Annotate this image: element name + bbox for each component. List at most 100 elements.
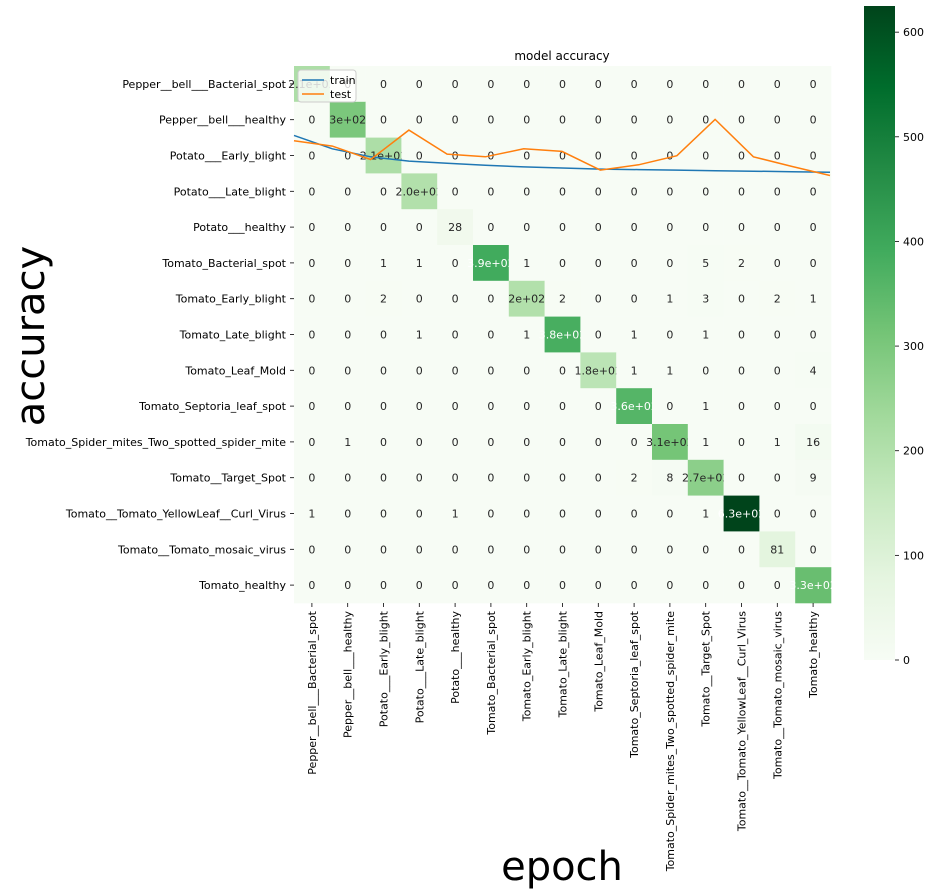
y-tick-label: Tomato_Late_blight <box>179 329 287 342</box>
heatmap-cell <box>759 209 796 246</box>
heatmap-cell <box>294 495 331 532</box>
heatmap-cell <box>795 245 832 282</box>
heatmap-cell-value: 0 <box>416 579 423 592</box>
heatmap-cell-value: 0 <box>666 579 673 592</box>
heatmap-cell-value: 0 <box>523 78 530 91</box>
heatmap-cell <box>687 388 724 425</box>
heatmap-cell-value: 1 <box>810 293 817 306</box>
heatmap-cell-value: 0 <box>344 400 351 413</box>
heatmap-cell <box>652 495 689 532</box>
heatmap-cell-value: 0 <box>523 185 530 198</box>
y-axis-label: accuracy <box>8 246 54 426</box>
heatmap-cell-value: 0 <box>308 436 315 449</box>
heatmap-cell <box>759 567 796 604</box>
x-tick-label: Pepper__bell___Bacterial_spot <box>306 610 319 774</box>
heatmap-cell <box>544 352 581 389</box>
heatmap-cell <box>365 567 402 604</box>
heatmap-cell <box>652 137 689 174</box>
heatmap-cell-value: 0 <box>523 150 530 163</box>
heatmap-cell-value: 3 <box>702 293 709 306</box>
heatmap-cell <box>652 388 689 425</box>
heatmap-cell-value: 3.8e+02 <box>539 329 586 342</box>
heatmap-cell <box>795 316 832 353</box>
heatmap-cell <box>437 459 474 496</box>
heatmap-cell-value: 0 <box>380 185 387 198</box>
heatmap-cell <box>759 245 796 282</box>
heatmap-cell <box>687 137 724 174</box>
heatmap-cell <box>365 245 402 282</box>
x-tick-label: Tomato_Late_blight <box>557 610 570 718</box>
heatmap-cell-value: 0 <box>666 78 673 91</box>
heatmap-cell-value: 0 <box>487 221 494 234</box>
heatmap-cell-value: 0 <box>308 221 315 234</box>
heatmap-cell <box>580 173 617 210</box>
x-tick-label: Tomato_Early_blight <box>521 610 534 722</box>
heatmap-cell <box>687 173 724 210</box>
heatmap-cell-value: 0 <box>523 508 530 521</box>
heatmap-cell-value: 0 <box>595 472 602 485</box>
heatmap-cell <box>544 101 581 138</box>
heatmap-cell <box>759 316 796 353</box>
heatmap-cell <box>294 101 331 138</box>
heatmap-cell <box>329 209 366 246</box>
heatmap-cell-value: 0 <box>738 293 745 306</box>
heatmap-cell <box>616 280 653 317</box>
heatmap-cell <box>580 495 617 532</box>
heatmap-cell-value: 0 <box>810 508 817 521</box>
heatmap-cell <box>580 459 617 496</box>
heatmap-cell-value: 0 <box>380 436 387 449</box>
heatmap-cell <box>795 495 832 532</box>
heatmap-cell-value: 0 <box>344 221 351 234</box>
heatmap-cell <box>473 531 510 568</box>
y-tick-label: Tomato_Bacterial_spot <box>161 257 286 270</box>
heatmap-cell-value: 0 <box>416 364 423 377</box>
heatmap-cell-value: 0 <box>738 436 745 449</box>
heatmap-cell-value: 0 <box>308 400 315 413</box>
heatmap-cell <box>365 531 402 568</box>
heatmap-cell-value: 0 <box>416 293 423 306</box>
heatmap-cell <box>652 459 689 496</box>
x-tick-label: Tomato_Bacterial_spot <box>485 610 498 735</box>
heatmap-cell-value: 0 <box>810 185 817 198</box>
heatmap-cell <box>723 352 760 389</box>
heatmap-cell-value: 6.3e+02 <box>718 508 765 521</box>
heatmap-cell-value: 2 <box>631 472 638 485</box>
heatmap-cell-value: 0 <box>523 400 530 413</box>
heatmap-cell <box>437 101 474 138</box>
heatmap-cell <box>437 245 474 282</box>
heatmap-cell <box>652 352 689 389</box>
x-tick-label: Tomato__Target_Spot <box>700 610 713 727</box>
colorbar-tick-label: 300 <box>903 340 924 353</box>
heatmap-cell-value: 0 <box>631 257 638 270</box>
heatmap-cell <box>616 245 653 282</box>
heatmap-cell <box>795 137 832 174</box>
heatmap-cell <box>795 280 832 317</box>
heatmap-cell-value: 0 <box>452 78 459 91</box>
heatmap-cell-value: 0 <box>810 543 817 556</box>
heatmap-cell-value: 0 <box>344 185 351 198</box>
heatmap-cell <box>580 66 617 103</box>
heatmap-cell <box>401 173 438 210</box>
heatmap-cell <box>473 459 510 496</box>
heatmap-cell-value: 3.9e+02 <box>467 257 514 270</box>
heatmap-cell-value: 0 <box>738 221 745 234</box>
heatmap-cell <box>437 173 474 210</box>
heatmap-cell-value: 0 <box>738 78 745 91</box>
heatmap-cell <box>687 531 724 568</box>
heatmap-cell <box>401 209 438 246</box>
heatmap-cell-value: 0 <box>308 543 315 556</box>
heatmap-cell-value: 0 <box>595 150 602 163</box>
y-tick-label: Potato___Early_blight <box>170 150 287 163</box>
heatmap-cell <box>580 209 617 246</box>
heatmap-cell-value: 0 <box>344 364 351 377</box>
heatmap-cell-value: 0 <box>738 579 745 592</box>
heatmap-cell-value: 0 <box>487 472 494 485</box>
heatmap-cell-value: 0 <box>559 472 566 485</box>
heatmap-cell-value: 0 <box>738 364 745 377</box>
legend-label: test <box>330 88 352 101</box>
heatmap-cell-value: 0 <box>523 114 530 127</box>
heatmap-cell <box>723 459 760 496</box>
heatmap-cell-value: 0 <box>452 329 459 342</box>
heatmap-cell-value: 0 <box>487 508 494 521</box>
heatmap-cell-value: 1 <box>380 257 387 270</box>
